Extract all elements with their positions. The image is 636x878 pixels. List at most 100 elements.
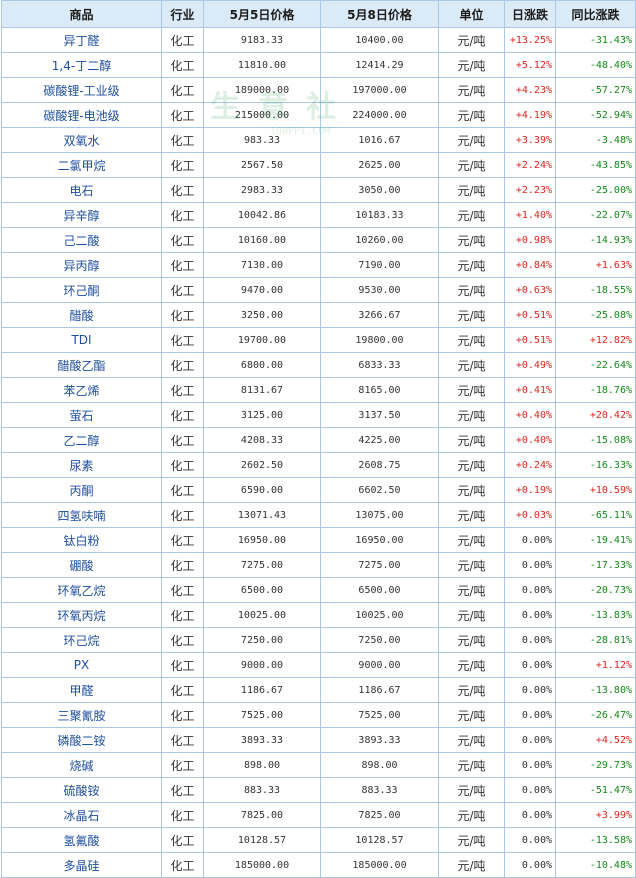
product-name-link[interactable]: 四氢呋喃 [1, 502, 162, 528]
product-name-link[interactable]: 磷酸二铵 [1, 727, 162, 753]
industry-cell: 化工 [161, 677, 204, 703]
day-change-cell: 0.00% [504, 677, 556, 703]
product-name-link[interactable]: 己二酸 [1, 227, 162, 253]
product-name-link[interactable]: 三聚氰胺 [1, 702, 162, 728]
product-name-link[interactable]: 丙酮 [1, 477, 162, 503]
price-may8-cell: 7275.00 [320, 552, 439, 578]
price-may8-cell: 197000.00 [320, 77, 439, 103]
product-name-link[interactable]: 环氧丙烷 [1, 602, 162, 628]
yoy-change-cell: +1.12% [555, 652, 636, 678]
price-may5-cell: 185000.00 [203, 852, 321, 878]
product-name-link[interactable]: 尿素 [1, 452, 162, 478]
product-name-link[interactable]: 硫酸铵 [1, 777, 162, 803]
day-change-cell: +1.40% [504, 202, 556, 228]
product-name-link[interactable]: 碳酸锂-电池级 [1, 102, 162, 128]
unit-cell: 元/吨 [438, 327, 505, 353]
product-name-link[interactable]: 二氯甲烷 [1, 152, 162, 178]
product-name-link[interactable]: 氢氟酸 [1, 827, 162, 853]
header-price-may8: 5月8日价格 [320, 0, 439, 28]
product-name-link[interactable]: 异丁醛 [1, 27, 162, 53]
price-may5-cell: 9000.00 [203, 652, 321, 678]
price-may5-cell: 10025.00 [203, 602, 321, 628]
unit-cell: 元/吨 [438, 202, 505, 228]
unit-cell: 元/吨 [438, 677, 505, 703]
unit-cell: 元/吨 [438, 177, 505, 203]
price-may5-cell: 215000.00 [203, 102, 321, 128]
yoy-change-cell: -18.55% [555, 277, 636, 303]
price-may5-cell: 7250.00 [203, 627, 321, 653]
product-name-link[interactable]: 碳酸锂-工业级 [1, 77, 162, 103]
product-name-link[interactable]: 硼酸 [1, 552, 162, 578]
day-change-cell: 0.00% [504, 777, 556, 803]
unit-cell: 元/吨 [438, 777, 505, 803]
product-name-link[interactable]: TDI [1, 327, 162, 353]
price-may8-cell: 2625.00 [320, 152, 439, 178]
product-name-link[interactable]: 钛白粉 [1, 527, 162, 553]
day-change-cell: +0.19% [504, 477, 556, 503]
price-may5-cell: 3893.33 [203, 727, 321, 753]
industry-cell: 化工 [161, 702, 204, 728]
price-may8-cell: 7250.00 [320, 627, 439, 653]
day-change-cell: 0.00% [504, 577, 556, 603]
price-may8-cell: 224000.00 [320, 102, 439, 128]
table-row: 电石 化工 2983.33 3050.00 元/吨 +2.23% -25.00% [1, 177, 636, 203]
product-name-link[interactable]: 环氧乙烷 [1, 577, 162, 603]
product-name-link[interactable]: 1,4-丁二醇 [1, 52, 162, 78]
yoy-change-cell: +12.82% [555, 327, 636, 353]
price-may5-cell: 16950.00 [203, 527, 321, 553]
industry-cell: 化工 [161, 402, 204, 428]
industry-cell: 化工 [161, 777, 204, 803]
table-row: 冰晶石 化工 7825.00 7825.00 元/吨 0.00% +3.99% [1, 802, 636, 828]
price-may5-cell: 7525.00 [203, 702, 321, 728]
unit-cell: 元/吨 [438, 552, 505, 578]
price-may8-cell: 2608.75 [320, 452, 439, 478]
day-change-cell: +0.41% [504, 377, 556, 403]
table-row: PX 化工 9000.00 9000.00 元/吨 0.00% +1.12% [1, 652, 636, 678]
yoy-change-cell: -17.33% [555, 552, 636, 578]
product-name-link[interactable]: 电石 [1, 177, 162, 203]
yoy-change-cell: -52.94% [555, 102, 636, 128]
table-row: 甲醛 化工 1186.67 1186.67 元/吨 0.00% -13.80% [1, 677, 636, 703]
price-may5-cell: 883.33 [203, 777, 321, 803]
product-name-link[interactable]: 甲醛 [1, 677, 162, 703]
product-name-link[interactable]: 醋酸乙酯 [1, 352, 162, 378]
product-name-link[interactable]: 环己酮 [1, 277, 162, 303]
unit-cell: 元/吨 [438, 477, 505, 503]
yoy-change-cell: -43.85% [555, 152, 636, 178]
price-may8-cell: 3893.33 [320, 727, 439, 753]
yoy-change-cell: -13.83% [555, 602, 636, 628]
product-name-link[interactable]: 苯乙烯 [1, 377, 162, 403]
product-name-link[interactable]: 醋酸 [1, 302, 162, 328]
table-row: 萤石 化工 3125.00 3137.50 元/吨 +0.40% +20.42% [1, 402, 636, 428]
unit-cell: 元/吨 [438, 152, 505, 178]
price-may5-cell: 8131.67 [203, 377, 321, 403]
product-name-link[interactable]: PX [1, 652, 162, 678]
product-name-link[interactable]: 乙二醇 [1, 427, 162, 453]
product-name-link[interactable]: 环己烷 [1, 627, 162, 653]
table-row: 异丁醛 化工 9183.33 10400.00 元/吨 +13.25% -31.43% [1, 27, 636, 53]
table-row: 碳酸锂-电池级 化工 215000.00 224000.00 元/吨 +4.19% -52.… [1, 102, 636, 128]
table-row: 硼酸 化工 7275.00 7275.00 元/吨 0.00% -17.33% [1, 552, 636, 578]
product-name-link[interactable]: 异辛醇 [1, 202, 162, 228]
yoy-change-cell: -13.80% [555, 677, 636, 703]
yoy-change-cell: -15.08% [555, 427, 636, 453]
price-may8-cell: 12414.29 [320, 52, 439, 78]
price-may5-cell: 2567.50 [203, 152, 321, 178]
product-name-link[interactable]: 萤石 [1, 402, 162, 428]
price-may8-cell: 1016.67 [320, 127, 439, 153]
unit-cell: 元/吨 [438, 102, 505, 128]
product-name-link[interactable]: 冰晶石 [1, 802, 162, 828]
day-change-cell: +4.23% [504, 77, 556, 103]
industry-cell: 化工 [161, 27, 204, 53]
header-price-may5: 5月5日价格 [203, 0, 321, 28]
product-name-link[interactable]: 异丙醇 [1, 252, 162, 278]
industry-cell: 化工 [161, 52, 204, 78]
table-row: 四氢呋喃 化工 13071.43 13075.00 元/吨 +0.03% -65.11% [1, 502, 636, 528]
product-name-link[interactable]: 多晶硅 [1, 852, 162, 878]
industry-cell: 化工 [161, 252, 204, 278]
product-name-link[interactable]: 烧碱 [1, 752, 162, 778]
price-may8-cell: 8165.00 [320, 377, 439, 403]
product-name-link[interactable]: 双氧水 [1, 127, 162, 153]
table-row: 烧碱 化工 898.00 898.00 元/吨 0.00% -29.73% [1, 752, 636, 778]
